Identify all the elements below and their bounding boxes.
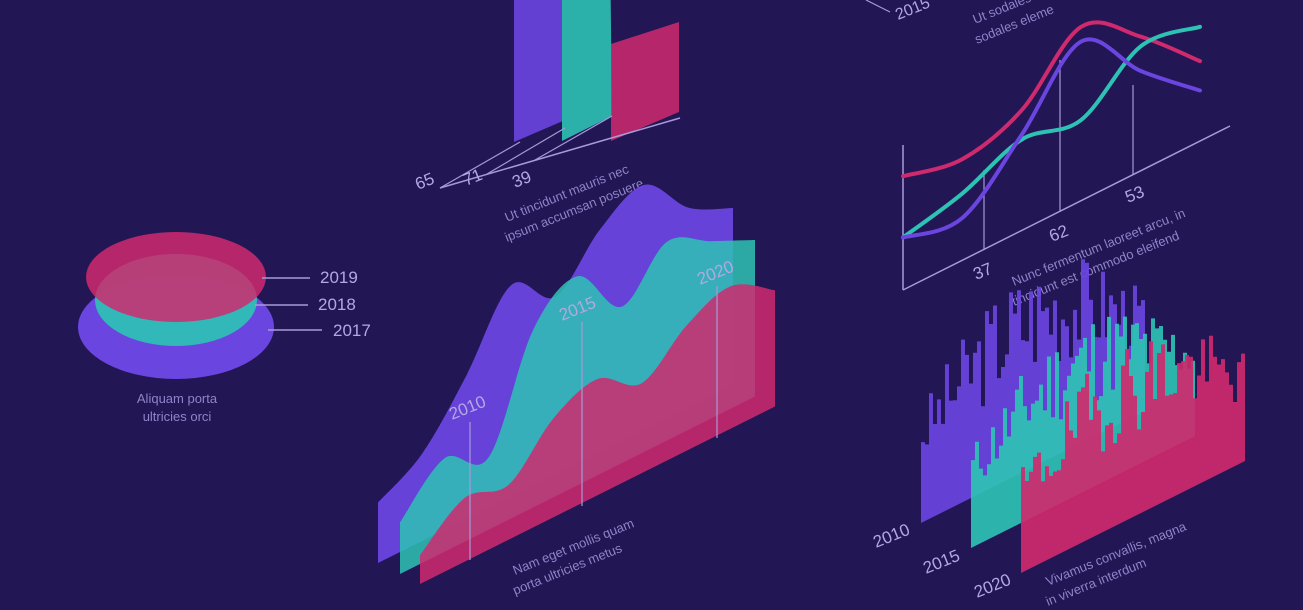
line-chart-isometric: 2015 Ut sodales sodales eleme 37 62 53 N… bbox=[865, 0, 1231, 309]
line-series-pink bbox=[901, 20, 1202, 179]
bar-39 bbox=[611, 22, 679, 141]
histogram-isometric: 2010 2015 2020 Vivamus convallis, magna … bbox=[870, 259, 1245, 609]
bar-chart-axis bbox=[439, 117, 681, 189]
line-series-purple bbox=[901, 37, 1202, 240]
bar-chart-label-2: 71 bbox=[460, 165, 485, 190]
bar-65 bbox=[514, 0, 562, 142]
histogram-row-2020 bbox=[1021, 335, 1245, 573]
histogram-label-2020: 2020 bbox=[971, 570, 1013, 602]
line-chart-top-label: 2015 bbox=[893, 0, 932, 24]
area-chart-layers bbox=[378, 184, 775, 584]
bar-chart-tick-3 bbox=[534, 115, 613, 161]
pie-label-2018: 2018 bbox=[318, 295, 356, 314]
area-chart-isometric: 2010 2015 2020 Nam eget mollis quam port… bbox=[378, 184, 775, 598]
bar-chart-tick-2 bbox=[486, 127, 566, 175]
line-chart-label-3: 53 bbox=[1122, 182, 1147, 207]
bar-chart-tick-1 bbox=[439, 141, 521, 189]
line-chart-label-2: 62 bbox=[1046, 221, 1071, 246]
histogram-bars bbox=[921, 259, 1245, 573]
line-chart-series bbox=[901, 20, 1202, 240]
line-series-teal bbox=[901, 24, 1202, 240]
bar-chart-label-3: 39 bbox=[509, 167, 534, 192]
pie-layer-2019 bbox=[86, 232, 266, 322]
bar-chart-label-1: 65 bbox=[412, 169, 437, 194]
bar-chart-bars bbox=[514, 0, 679, 142]
histogram-label-2010: 2010 bbox=[870, 520, 912, 552]
line-chart-top-leader bbox=[865, 0, 891, 13]
pie-caption-line-1: Aliquam porta bbox=[137, 391, 218, 406]
layer-pie-chart: 2019 2018 2017 Aliquam porta ultricies o… bbox=[78, 232, 371, 424]
bar-71 bbox=[562, 0, 612, 141]
pie-caption-line-2: ultricies orci bbox=[143, 409, 212, 424]
histogram-label-2015: 2015 bbox=[920, 546, 962, 578]
pie-label-2017: 2017 bbox=[333, 321, 371, 340]
pie-label-2019: 2019 bbox=[320, 268, 358, 287]
line-chart-label-1: 37 bbox=[970, 259, 995, 284]
line-chart-x-axis bbox=[902, 125, 1231, 291]
area-layer-pink bbox=[420, 284, 775, 584]
